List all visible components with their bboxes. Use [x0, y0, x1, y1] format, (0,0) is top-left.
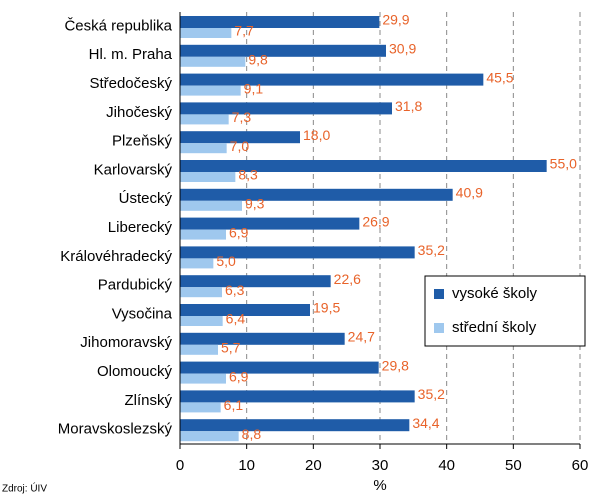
x-axis-label: %	[373, 477, 386, 494]
source: Zdroj: ÚIV	[2, 482, 47, 495]
value-label: 34,4	[412, 415, 439, 431]
bar	[180, 419, 410, 432]
value-label: 5,0	[216, 253, 236, 269]
y-tick-label: Liberecký	[108, 219, 173, 236]
value-label: 9,1	[244, 80, 264, 96]
bar	[180, 73, 484, 86]
value-label: 6,1	[224, 397, 244, 413]
y-tick-label: Zlínský	[124, 392, 172, 409]
bar	[180, 258, 214, 269]
bar	[180, 28, 232, 38]
legend-swatch	[434, 323, 444, 333]
value-label: 35,2	[418, 242, 445, 258]
y-tick-label: Jihočeský	[106, 104, 172, 121]
bar	[180, 200, 242, 211]
bar	[180, 56, 246, 67]
bar	[180, 344, 218, 355]
bar	[180, 402, 221, 413]
x-tick-label: 40	[438, 457, 455, 474]
x-tick-label: 60	[572, 457, 589, 474]
y-tick-label: Hl. m. Praha	[89, 46, 173, 63]
x-tick-label: 50	[505, 457, 522, 474]
bar	[180, 102, 392, 115]
value-label: 35,2	[418, 386, 445, 402]
value-label: 18,0	[303, 127, 330, 143]
value-label: 5,7	[221, 340, 241, 356]
y-tick-label: Jihomoravský	[80, 334, 172, 351]
bar	[180, 114, 229, 125]
x-tick-label: 0	[176, 457, 184, 474]
bar	[180, 172, 236, 182]
bar	[180, 275, 331, 288]
value-label: 19,5	[313, 300, 340, 316]
value-label: 7,3	[232, 109, 252, 125]
y-tick-label: Plzeňský	[112, 133, 173, 150]
value-label: 6,9	[229, 224, 249, 240]
y-tick-label: Karlovarský	[94, 161, 173, 178]
value-label: 9,3	[245, 196, 265, 212]
legend-swatch	[434, 289, 444, 299]
value-label: 26,9	[362, 213, 389, 229]
bar	[180, 373, 226, 384]
value-label: 9,8	[248, 52, 268, 68]
bar	[180, 361, 379, 374]
legend-label: vysoké školy	[452, 285, 538, 302]
bar	[180, 431, 239, 442]
y-tick-label: Středočeský	[89, 75, 172, 92]
bar	[180, 217, 360, 230]
y-tick-label: Královéhradecký	[60, 248, 172, 265]
value-label: 31,8	[395, 98, 422, 114]
y-tick-label: Vysočina	[112, 305, 173, 322]
bar	[180, 316, 223, 326]
y-tick-label: Česká republika	[64, 17, 172, 34]
bar	[180, 85, 241, 96]
bar	[180, 44, 386, 57]
bar	[180, 287, 222, 298]
bar	[180, 143, 227, 154]
value-label: 6,4	[226, 311, 246, 327]
value-label: 29,8	[382, 357, 409, 373]
value-label: 55,0	[550, 156, 577, 172]
bar	[180, 16, 380, 28]
bar	[180, 188, 453, 201]
value-label: 22,6	[334, 271, 361, 287]
value-label: 7,0	[230, 138, 250, 154]
value-label: 45,5	[486, 69, 513, 85]
value-label: 6,3	[225, 282, 245, 298]
value-label: 30,9	[389, 41, 416, 57]
y-tick-label: Pardubický	[98, 277, 173, 294]
value-label: 29,9	[382, 12, 409, 28]
bar	[180, 332, 345, 345]
y-tick-label: Ústecký	[119, 190, 173, 207]
value-label: 7,7	[234, 23, 254, 39]
value-label: 6,9	[229, 368, 249, 384]
x-tick-label: 30	[372, 457, 389, 474]
value-label: 24,7	[348, 329, 375, 345]
legend-label: střední školy	[452, 319, 537, 336]
value-label: 8,8	[242, 426, 262, 442]
bar	[180, 304, 310, 316]
value-label: 40,9	[456, 185, 483, 201]
bar	[180, 160, 547, 172]
bar	[180, 229, 226, 240]
y-tick-label: Moravskoslezský	[58, 421, 173, 438]
x-tick-label: 20	[305, 457, 322, 474]
x-tick-label: 10	[238, 457, 255, 474]
value-label: 8,3	[238, 167, 258, 183]
bar	[180, 246, 415, 259]
bar	[180, 390, 415, 403]
legend	[424, 275, 586, 347]
bar	[180, 131, 300, 144]
y-tick-label: Olomoucký	[97, 363, 173, 380]
